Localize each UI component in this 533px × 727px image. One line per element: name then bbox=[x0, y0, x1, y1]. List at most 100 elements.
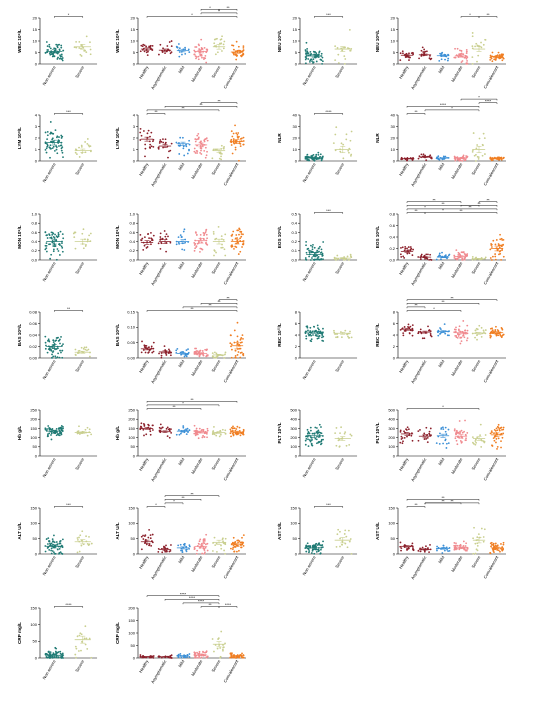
significance-label: * bbox=[433, 306, 435, 311]
data-point bbox=[502, 541, 505, 544]
data-point bbox=[455, 257, 457, 260]
data-point bbox=[157, 550, 160, 553]
data-point bbox=[502, 426, 505, 429]
data-point bbox=[460, 429, 463, 432]
data-point bbox=[83, 637, 86, 640]
data-point bbox=[403, 257, 406, 259]
data-point bbox=[50, 552, 53, 555]
data-point bbox=[151, 239, 154, 242]
data-point bbox=[318, 53, 320, 56]
data-point bbox=[471, 35, 474, 38]
data-point bbox=[306, 153, 309, 156]
data-point bbox=[314, 437, 317, 440]
y-axis-label: BAS 10⁹/L bbox=[17, 324, 22, 347]
data-point bbox=[151, 533, 154, 536]
data-point bbox=[48, 340, 50, 342]
data-point bbox=[344, 329, 347, 332]
data-point bbox=[304, 257, 307, 259]
data-point bbox=[175, 240, 178, 243]
significance-label: **** bbox=[225, 602, 232, 607]
data-point bbox=[51, 137, 54, 140]
data-point bbox=[141, 45, 144, 48]
data-point bbox=[88, 637, 91, 640]
data-point bbox=[493, 439, 496, 442]
data-point bbox=[345, 138, 348, 141]
data-point bbox=[219, 647, 222, 649]
data-point bbox=[78, 156, 81, 158]
data-point bbox=[213, 432, 215, 435]
category-label: Convalescent bbox=[222, 456, 239, 481]
data-point bbox=[237, 539, 240, 542]
data-point bbox=[342, 157, 345, 160]
data-point bbox=[310, 334, 313, 337]
data-point bbox=[475, 147, 478, 150]
data-point bbox=[453, 331, 456, 334]
y-tick-label: 0 bbox=[393, 453, 396, 458]
data-point bbox=[236, 425, 239, 428]
data-point bbox=[140, 422, 143, 425]
y-tick-label: 0.8 bbox=[129, 221, 135, 226]
significance-label: ** bbox=[208, 303, 212, 308]
data-point bbox=[51, 428, 54, 430]
data-point bbox=[317, 335, 320, 338]
data-point bbox=[196, 656, 198, 659]
data-point bbox=[218, 157, 221, 160]
data-point bbox=[306, 326, 309, 329]
data-point bbox=[319, 153, 322, 156]
data-point bbox=[315, 542, 318, 545]
data-point bbox=[307, 332, 310, 335]
significance-bracket bbox=[200, 12, 238, 15]
data-point bbox=[221, 428, 224, 431]
data-point bbox=[465, 439, 467, 442]
data-point bbox=[241, 243, 244, 246]
data-point bbox=[237, 253, 240, 255]
significance-label: **** bbox=[485, 98, 492, 103]
significance-label: *** bbox=[326, 12, 331, 17]
y-tick-label: 10 bbox=[391, 38, 396, 43]
category-label: Healthy bbox=[398, 260, 410, 276]
category-label: Asymptomatic bbox=[410, 261, 427, 286]
data-point bbox=[52, 54, 55, 56]
data-point bbox=[193, 147, 196, 150]
data-point bbox=[443, 549, 446, 552]
category-label: Asymptomatic bbox=[150, 65, 167, 90]
data-point bbox=[150, 243, 152, 246]
data-point bbox=[232, 141, 235, 144]
data-point bbox=[222, 540, 224, 543]
data-point bbox=[312, 548, 315, 551]
data-point bbox=[399, 253, 402, 256]
data-point bbox=[501, 59, 504, 62]
data-point bbox=[500, 259, 502, 261]
y-tick-label: 100 bbox=[30, 435, 37, 440]
significance-bracket bbox=[406, 299, 498, 301]
data-point bbox=[502, 333, 505, 336]
data-point bbox=[184, 46, 186, 49]
data-point bbox=[46, 143, 49, 146]
data-point bbox=[56, 543, 59, 546]
data-point bbox=[177, 656, 180, 659]
data-point bbox=[462, 251, 465, 253]
data-point bbox=[198, 427, 201, 430]
data-point bbox=[201, 145, 204, 147]
data-point bbox=[491, 60, 494, 63]
data-point bbox=[426, 441, 429, 444]
data-point bbox=[170, 40, 173, 42]
data-point bbox=[205, 432, 208, 435]
data-point bbox=[405, 429, 408, 431]
data-point bbox=[308, 255, 311, 258]
data-point bbox=[424, 154, 427, 157]
data-point bbox=[444, 155, 447, 158]
significance-bracket bbox=[146, 506, 166, 508]
data-point bbox=[336, 335, 339, 338]
data-point bbox=[139, 50, 142, 53]
data-point bbox=[305, 438, 308, 440]
y-tick-label: 0.06 bbox=[29, 321, 38, 326]
data-point bbox=[233, 427, 235, 430]
data-point bbox=[491, 431, 493, 434]
category-label: Moderate bbox=[450, 358, 464, 376]
y-tick-label: 40 bbox=[293, 112, 298, 117]
data-point bbox=[194, 432, 197, 435]
data-point bbox=[471, 32, 474, 34]
data-point bbox=[187, 348, 189, 351]
y-tick-label: 0.6 bbox=[129, 230, 135, 235]
